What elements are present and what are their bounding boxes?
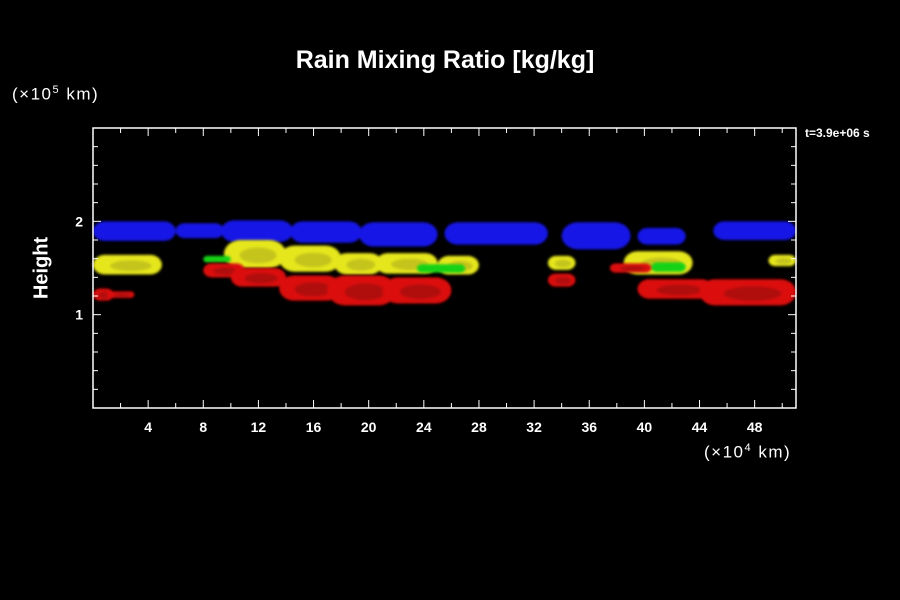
blob-shade-middle-2 (294, 252, 332, 268)
chart-title: Rain Mixing Ratio [kg/kg] (295, 46, 595, 74)
blob-middle-edge-2 (651, 262, 686, 272)
x-tick-label: 44 (692, 419, 708, 435)
x-unit-exponent: 4 (744, 442, 753, 454)
x-tick-label: 24 (416, 419, 432, 435)
blob-middle-edge-0 (203, 255, 231, 263)
x-tick-label: 12 (251, 419, 267, 435)
y-tick-label: 1 (75, 307, 83, 323)
x-tick-label: 20 (361, 419, 377, 435)
x-tick-label: 28 (471, 419, 487, 435)
blob-upper-0 (93, 221, 176, 241)
x-tick-label: 36 (581, 419, 597, 435)
layer-upper (93, 220, 796, 250)
x-tick-label: 40 (637, 419, 653, 435)
blob-shade-lower-5 (344, 283, 386, 301)
x-axis-unit: (×104 km) (704, 442, 791, 463)
blob-upper-8 (713, 221, 796, 240)
x-tick-label: 4 (144, 419, 152, 435)
y-axis-unit: (×105 km) (12, 84, 99, 105)
blob-upper-1 (175, 223, 224, 239)
x-tick-label: 16 (306, 419, 322, 435)
layer-middle (93, 240, 796, 275)
blob-upper-4 (359, 222, 438, 247)
blob-shade-lower-10 (723, 286, 782, 301)
layer-middle-edge (203, 255, 686, 273)
plot-frame (92, 127, 797, 409)
blob-shade-lower-4 (294, 282, 332, 297)
x-tick-label: 8 (199, 419, 207, 435)
x-unit-suffix: km) (752, 442, 792, 462)
blob-middle-edge-1 (416, 264, 466, 273)
y-unit-prefix: (×10 (12, 84, 53, 104)
blob-shade-middle-0 (110, 260, 152, 272)
blob-shade-middle-1 (239, 247, 277, 264)
blob-upper-6 (561, 222, 631, 250)
x-tick-label: 48 (747, 419, 763, 435)
blob-shade-lower-3 (244, 273, 278, 284)
y-unit-suffix: km) (60, 84, 100, 104)
axis-ticks (93, 128, 796, 408)
field-blobs (93, 220, 796, 306)
blob-upper-7 (637, 227, 686, 245)
x-unit-prefix: (×10 (704, 442, 745, 462)
y-unit-exponent: 5 (52, 84, 61, 96)
blob-shade-lower-9 (656, 284, 702, 296)
blob-shade-middle-8 (775, 257, 792, 265)
x-tick-label: 32 (526, 419, 542, 435)
y-axis-label: Height (30, 236, 53, 300)
blob-shade-middle-3 (346, 258, 376, 271)
blob-upper-2 (221, 220, 293, 242)
blob-upper-5 (444, 222, 548, 245)
y-tick-label: 2 (75, 213, 83, 229)
layer-lower (93, 263, 796, 306)
blob-shade-lower-6 (399, 284, 442, 300)
blob-shade-lower-8 (620, 265, 646, 272)
time-label: t=3.9e+06 s (805, 126, 870, 140)
blob-shade-middle-6 (554, 259, 572, 268)
blob-shade-lower-1 (113, 293, 131, 297)
blob-upper-3 (290, 221, 362, 243)
blob-shade-lower-7 (554, 277, 572, 285)
